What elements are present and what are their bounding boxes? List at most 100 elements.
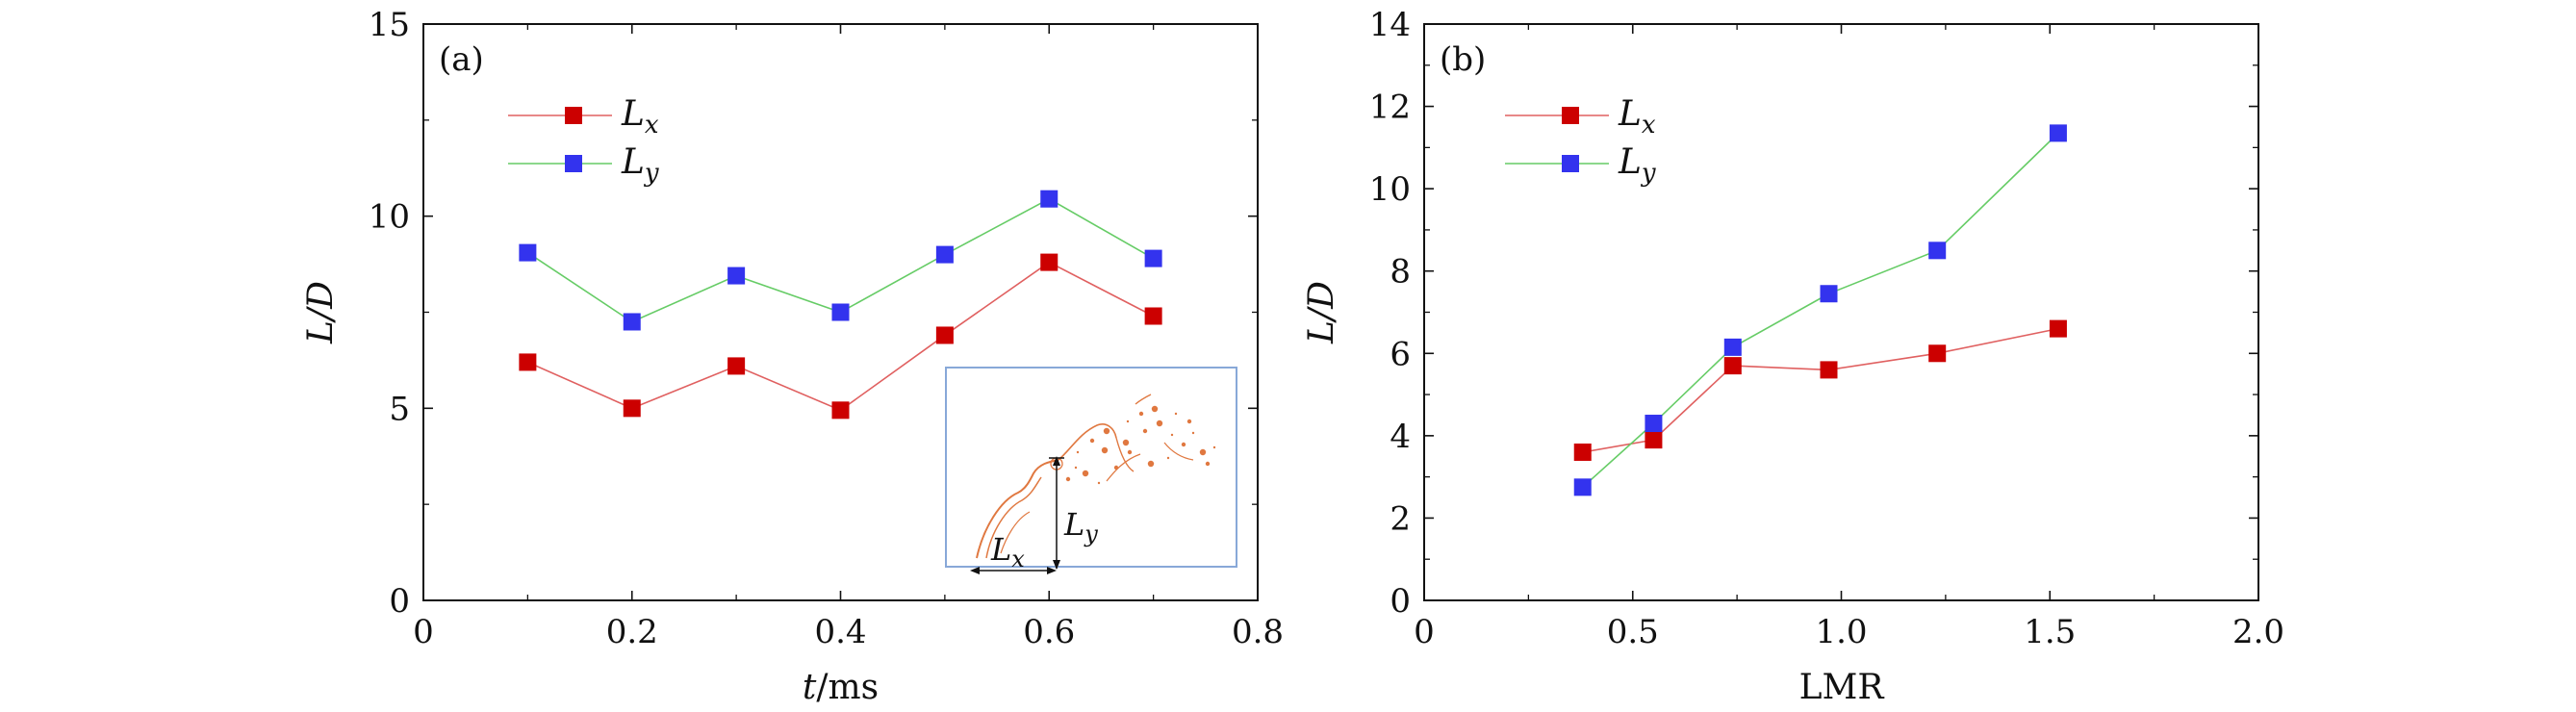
legend-lx-label: Lx bbox=[621, 94, 659, 140]
inset-droplet bbox=[1122, 439, 1130, 446]
y-tick-label: 0 bbox=[1390, 582, 1411, 621]
inset-jet-outline bbox=[985, 476, 1042, 559]
legend-ly-main: L bbox=[621, 142, 645, 182]
inset-droplet bbox=[1142, 428, 1148, 434]
series-lx-point bbox=[1928, 344, 1947, 363]
inset-droplet bbox=[1089, 438, 1095, 444]
x-tick-label: 1.0 bbox=[1815, 613, 1867, 651]
series-lx-point bbox=[623, 399, 641, 418]
inset-droplet bbox=[1101, 446, 1109, 454]
x-tick-label: 0 bbox=[413, 613, 434, 651]
panel-b-series bbox=[1573, 124, 2067, 496]
series-lx-line bbox=[1582, 327, 2059, 453]
inset-droplet bbox=[1166, 456, 1170, 460]
inset-lx-arrowhead-left bbox=[970, 567, 980, 574]
series-ly-point bbox=[1645, 415, 1663, 433]
panel-b-frame bbox=[1423, 23, 2259, 601]
y-tick-label: 4 bbox=[1390, 418, 1411, 456]
panel-a-series bbox=[519, 190, 1162, 420]
series-ly-point bbox=[1820, 285, 1838, 303]
series-lx-point bbox=[935, 326, 954, 344]
legend-lx-main: L bbox=[621, 94, 645, 134]
panel-a-x-axis-unit: /ms bbox=[816, 668, 879, 707]
inset-jet-outline bbox=[1106, 453, 1141, 482]
inset-droplet bbox=[1097, 481, 1101, 485]
inset-droplet bbox=[1138, 411, 1144, 417]
inset-droplet bbox=[1113, 465, 1119, 470]
series-ly-point bbox=[1723, 338, 1742, 356]
legend-lx-main: L bbox=[1618, 94, 1642, 134]
panel-a-inset: Lx Ly bbox=[945, 367, 1237, 574]
panel-a-x-axis-title: t/ms bbox=[803, 668, 879, 707]
series-lx-point bbox=[1144, 307, 1162, 325]
legend-lx-sub: x bbox=[1642, 111, 1656, 140]
legend-ly-marker bbox=[565, 155, 582, 172]
inset-droplet bbox=[1076, 450, 1080, 454]
series-ly-point bbox=[1928, 242, 1947, 260]
panel-b-ticks: 0 0.5 1.0 1.5 2.0 0 2 4 6 8 10 12 14 bbox=[1369, 6, 2284, 651]
legend-ly-label: Ly bbox=[1618, 142, 1656, 188]
series-lx-point bbox=[1820, 361, 1838, 379]
y-tick-label: 10 bbox=[369, 198, 410, 237]
series-ly-point bbox=[1144, 249, 1162, 267]
inset-jet-outline bbox=[1135, 394, 1152, 405]
y-tick-label: 10 bbox=[1369, 170, 1411, 209]
inset-jet-outline bbox=[1163, 442, 1194, 461]
inset-droplet bbox=[1151, 405, 1159, 413]
inset-droplet bbox=[1065, 476, 1071, 482]
inset-droplet bbox=[1174, 412, 1178, 416]
series-ly-point bbox=[1573, 478, 1592, 496]
inset-ly-arrowhead-top bbox=[1053, 456, 1060, 466]
x-tick-label: 0.5 bbox=[1607, 613, 1659, 651]
inset-droplet bbox=[1082, 470, 1089, 477]
x-tick-label: 0.8 bbox=[1232, 613, 1284, 651]
legend-ly-label: Ly bbox=[621, 142, 659, 188]
inset-droplet bbox=[1103, 427, 1110, 435]
inset-droplet bbox=[1126, 420, 1130, 423]
inset-droplet bbox=[1147, 460, 1155, 468]
inset-jet-outline bbox=[976, 459, 1059, 559]
panel-a: 0 0.2 0.4 0.6 0.8 0 5 10 15 (a) Lx Ly L/D t/ms bbox=[301, 6, 1284, 707]
series-ly-point bbox=[2049, 124, 2067, 142]
y-tick-label: 15 bbox=[369, 6, 410, 44]
series-ly-point bbox=[935, 245, 954, 264]
legend-lx-sub: x bbox=[645, 111, 659, 140]
panel-b-legend: Lx Ly bbox=[1505, 94, 1656, 188]
series-lx-point bbox=[1645, 431, 1663, 449]
inset-ly-arrowhead-bottom bbox=[1053, 560, 1060, 570]
legend-lx-marker bbox=[565, 107, 582, 124]
y-tick-label: 8 bbox=[1390, 253, 1411, 292]
inset-droplet bbox=[1181, 442, 1186, 447]
series-lx-point bbox=[1723, 357, 1742, 375]
inset-droplet bbox=[1212, 445, 1216, 449]
inset-droplet bbox=[1191, 431, 1195, 435]
x-tick-label: 2.0 bbox=[2232, 613, 2284, 651]
y-tick-label: 5 bbox=[389, 390, 410, 428]
panel-b-label: (b) bbox=[1440, 40, 1486, 79]
legend-lx-label: Lx bbox=[1618, 94, 1656, 140]
x-tick-label: 0 bbox=[1414, 613, 1435, 651]
series-lx-point bbox=[1573, 443, 1592, 461]
inset-jet-outline bbox=[1000, 511, 1031, 554]
series-ly-point bbox=[727, 267, 746, 285]
panel-a-frame bbox=[422, 23, 1259, 601]
series-ly-point bbox=[1040, 190, 1058, 208]
y-tick-label: 6 bbox=[1390, 335, 1411, 373]
series-lx-point bbox=[831, 401, 850, 420]
series-ly-line bbox=[1582, 132, 2059, 488]
series-lx-point bbox=[727, 357, 746, 375]
inset-jet-outline bbox=[1058, 423, 1117, 461]
inset-jet-outline bbox=[1115, 437, 1135, 472]
x-tick-label: 1.5 bbox=[2024, 613, 2076, 651]
legend-lx-marker bbox=[1562, 107, 1579, 124]
y-tick-label: 12 bbox=[1369, 89, 1411, 127]
series-ly-point bbox=[623, 313, 641, 331]
legend-ly-sub: y bbox=[644, 159, 659, 188]
series-lx-point bbox=[519, 353, 537, 371]
series-lx-point bbox=[1040, 253, 1058, 271]
inset-droplet bbox=[1205, 461, 1211, 467]
inset-lx-arrowhead-right bbox=[1047, 567, 1057, 574]
inset-spray-image bbox=[976, 394, 1216, 559]
inset-droplet bbox=[1156, 420, 1163, 427]
